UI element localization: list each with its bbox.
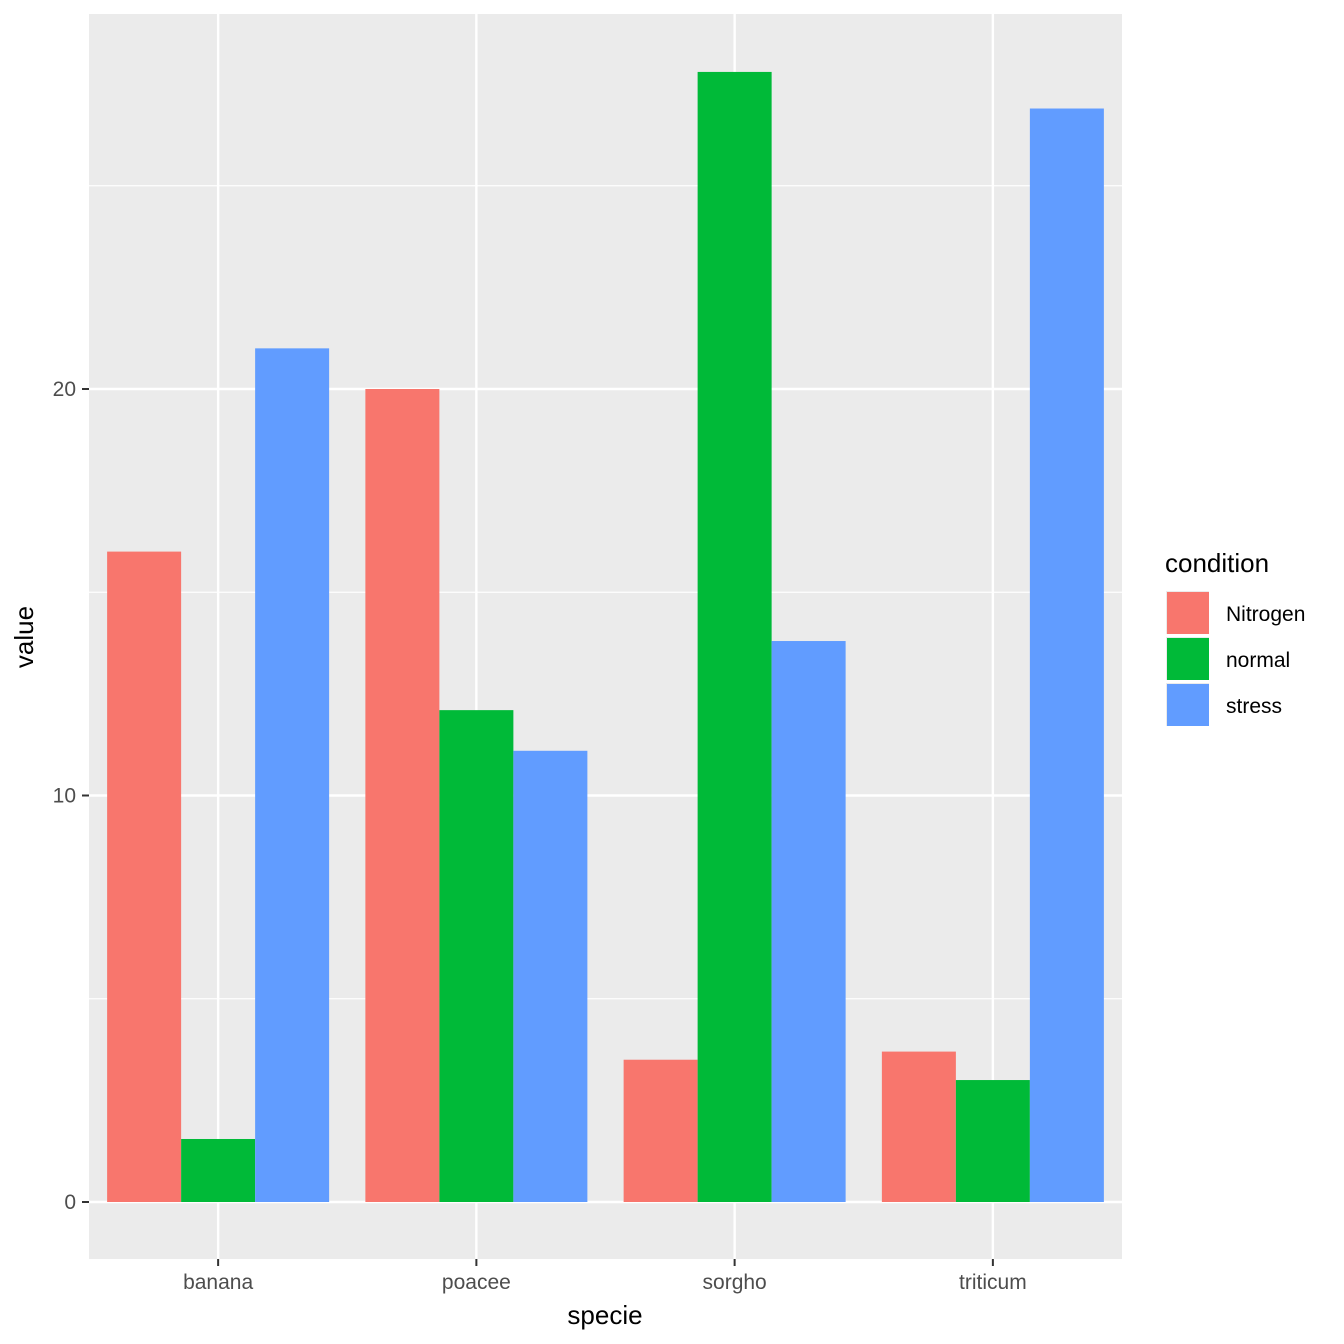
legend-label-stress: stress [1226, 695, 1282, 718]
y-tick-label: 10 [53, 785, 76, 808]
bar-triticum-stress [1029, 108, 1104, 1202]
plot-panel [89, 14, 1122, 1259]
x-axis-title: specie [567, 1300, 642, 1330]
x-axis: banana poacee sorgho triticum [183, 1259, 1027, 1294]
bar-triticum-normal [955, 1080, 1030, 1202]
y-tick-label: 20 [53, 378, 76, 401]
bar-triticum-nitrogen [881, 1051, 956, 1202]
bar-banana-stress [255, 348, 330, 1203]
bar-sorgho-stress [771, 641, 846, 1202]
legend-title: condition [1165, 548, 1269, 578]
x-tick-label-poacee: poacee [442, 1271, 511, 1294]
legend-swatch-normal [1167, 638, 1209, 680]
legend: condition Nitrogen normal stress [1165, 548, 1305, 726]
x-tick-label-banana: banana [183, 1271, 253, 1294]
x-tick-label-triticum: triticum [959, 1271, 1027, 1294]
y-axis: 0 10 20 [53, 378, 89, 1214]
legend-swatch-stress [1167, 684, 1209, 726]
bar-sorgho-nitrogen [623, 1059, 698, 1202]
bar-poacee-normal [439, 710, 514, 1202]
legend-label-normal: normal [1226, 649, 1290, 672]
bar-sorgho-normal [697, 71, 772, 1202]
bar-banana-nitrogen [107, 551, 182, 1202]
x-tick-label-sorgho: sorgho [703, 1271, 767, 1294]
y-axis-title: value [9, 606, 39, 668]
bar-banana-normal [181, 1138, 256, 1202]
legend-label-nitrogen: Nitrogen [1226, 603, 1305, 626]
bar-poacee-stress [513, 750, 588, 1202]
bar-poacee-nitrogen [365, 389, 440, 1202]
bars [107, 71, 1104, 1203]
y-tick-label: 0 [64, 1191, 76, 1214]
legend-swatch-nitrogen [1167, 592, 1209, 634]
